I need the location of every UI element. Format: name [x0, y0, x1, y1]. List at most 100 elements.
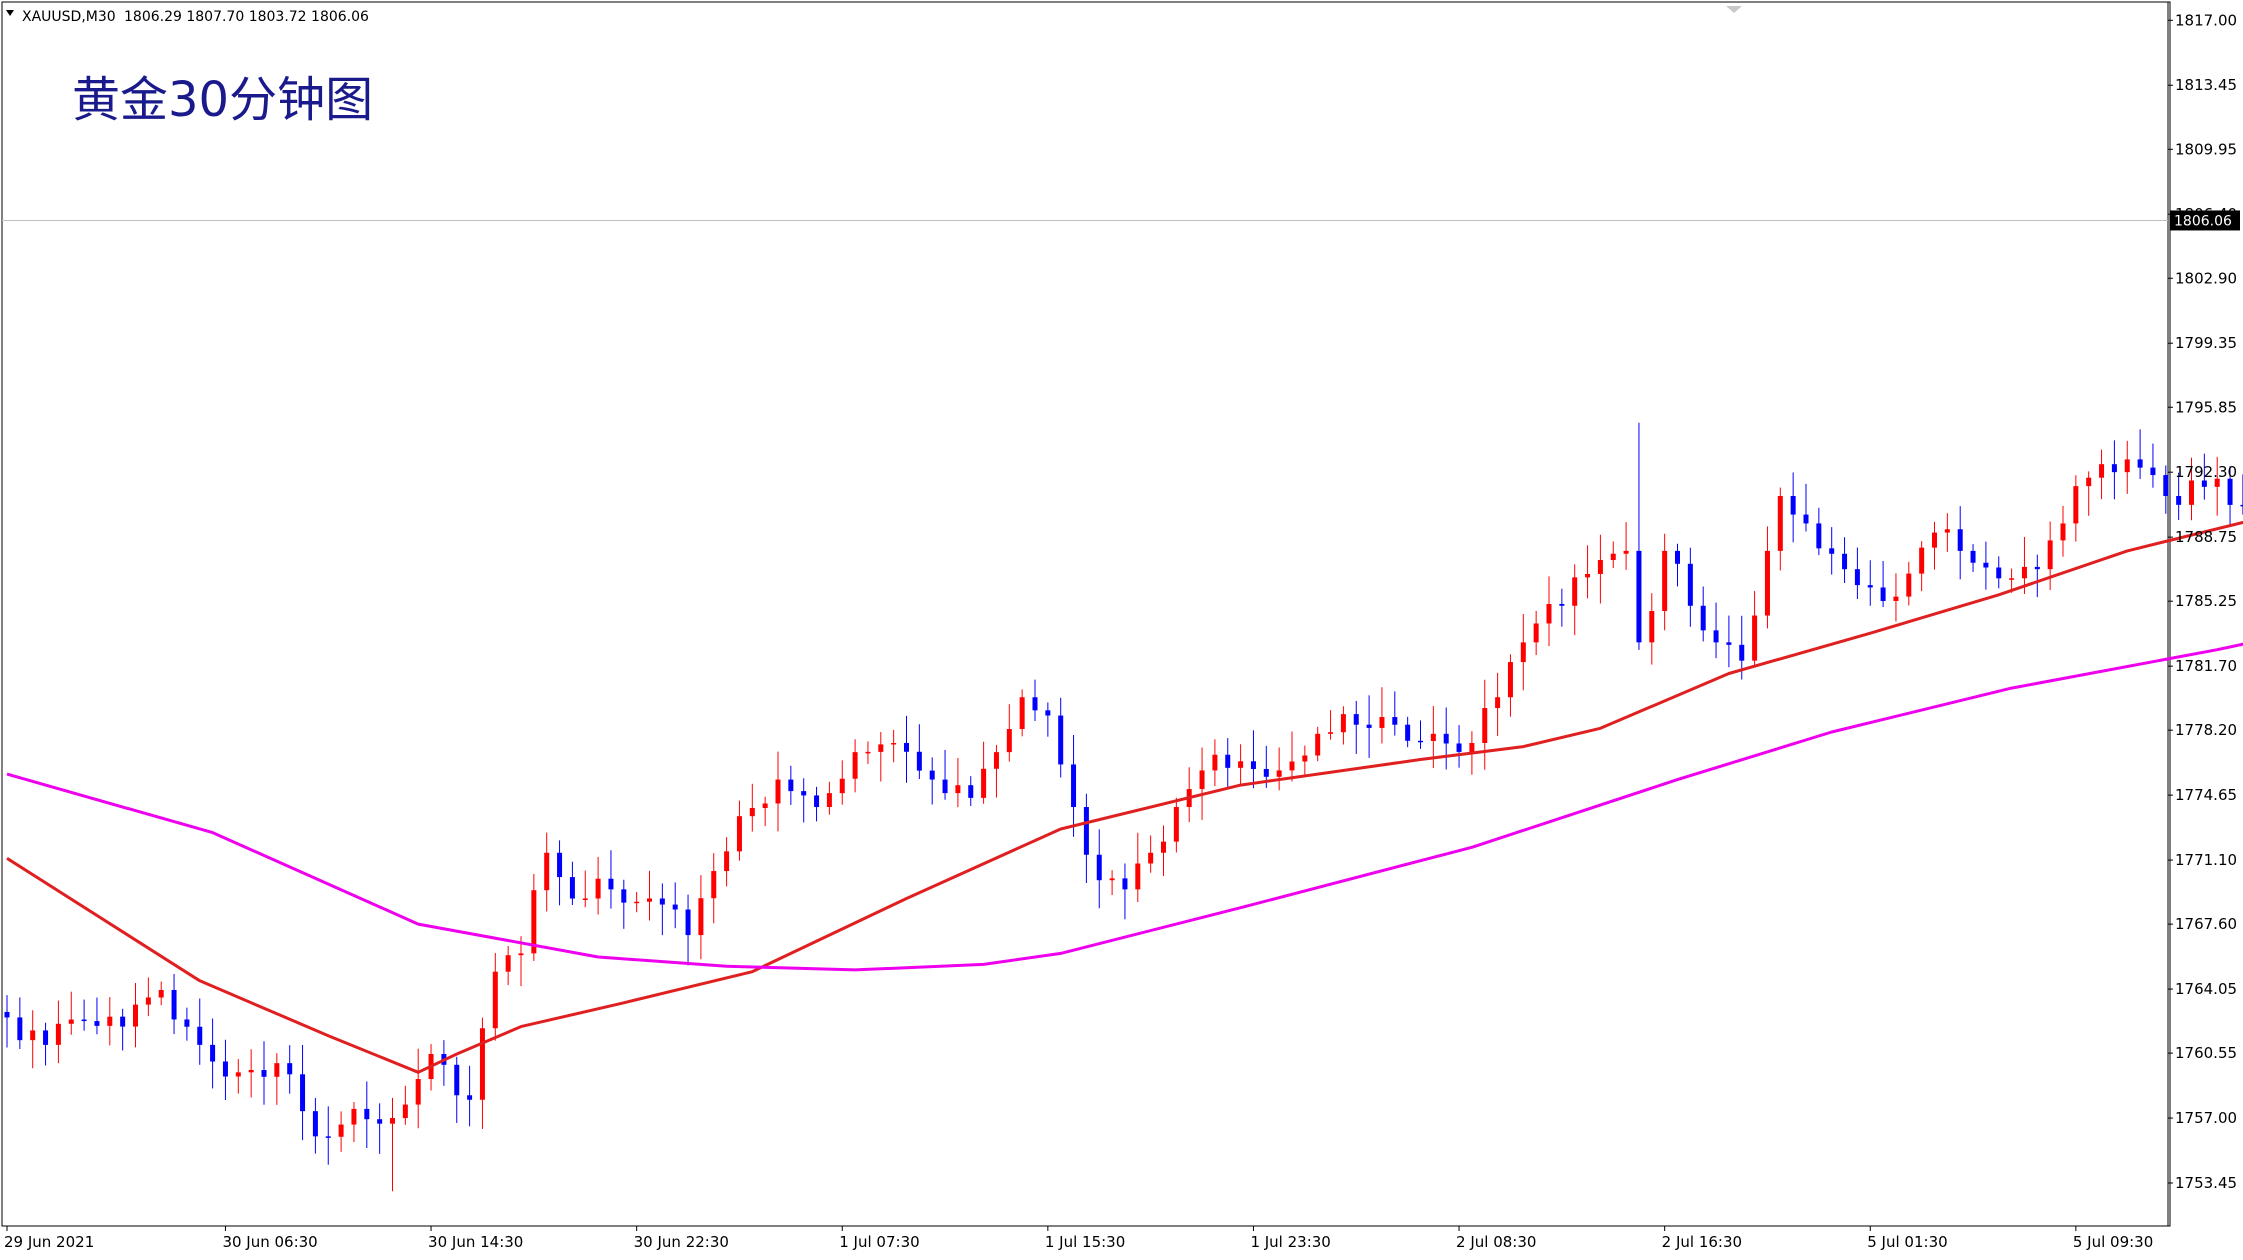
candle-body	[711, 871, 716, 898]
candle-body	[1174, 807, 1179, 842]
x-tick-label: 1 Jul 15:30	[1045, 1233, 1125, 1251]
candle-body	[1058, 716, 1063, 765]
candle-body	[1302, 755, 1307, 761]
candle-body	[865, 752, 870, 754]
candle-body	[1804, 515, 1809, 524]
symbol-header: XAUUSD,M30	[22, 9, 116, 25]
candle-body	[223, 1062, 228, 1077]
candle-body	[17, 1017, 22, 1040]
candle-body	[184, 1019, 189, 1026]
candle-body	[1945, 529, 1950, 532]
candle-body	[698, 898, 703, 935]
candle-body	[69, 1020, 74, 1024]
candle-body	[2189, 480, 2194, 504]
candle-body	[1624, 551, 1629, 554]
candle-body	[2035, 567, 2040, 569]
y-tick-label: 1795.85	[2175, 398, 2237, 416]
candle-body	[1906, 574, 1911, 597]
candle-body	[1379, 717, 1384, 728]
candle-body	[210, 1045, 215, 1062]
candle-body	[943, 780, 948, 794]
candle-body	[596, 879, 601, 899]
candle-body	[621, 889, 626, 902]
candle-body	[1341, 714, 1346, 732]
candle-body	[1033, 697, 1038, 710]
x-tick-label: 1 Jul 07:30	[839, 1233, 919, 1251]
candle-body	[467, 1095, 472, 1099]
x-tick-label: 30 Jun 22:30	[634, 1233, 729, 1251]
candle-body	[737, 816, 742, 851]
candle-body	[1135, 863, 1140, 889]
candle-body	[801, 791, 806, 795]
candle-body	[364, 1109, 369, 1119]
candle-body	[1007, 729, 1012, 752]
candle-body	[43, 1030, 48, 1044]
candle-body	[1392, 717, 1397, 725]
candle-body	[1996, 568, 2001, 579]
candle-body	[1200, 770, 1205, 789]
candle-body	[1495, 697, 1500, 708]
candle-body	[1559, 604, 1564, 606]
candle-body	[1444, 734, 1449, 744]
candle-body	[1881, 587, 1886, 601]
candle-body	[544, 853, 549, 890]
candle-body	[2009, 578, 2014, 580]
candle-body	[2048, 540, 2053, 569]
candle-body	[30, 1030, 35, 1040]
candle-body	[159, 990, 164, 997]
candle-body	[1161, 842, 1166, 853]
candle-body	[120, 1017, 125, 1027]
candle-body	[1251, 761, 1256, 769]
candle-body	[1611, 554, 1616, 560]
candle-body	[2138, 459, 2143, 467]
candle-body	[570, 877, 575, 898]
candle-body	[686, 910, 691, 936]
candle-body	[519, 953, 524, 955]
candle-body	[1122, 878, 1127, 889]
x-tick-label: 30 Jun 14:30	[428, 1233, 523, 1251]
y-tick-label: 1767.60	[2175, 915, 2237, 933]
candle-body	[981, 769, 986, 798]
y-tick-label: 1771.10	[2175, 851, 2237, 869]
candle-body	[994, 752, 999, 769]
y-tick-label: 1817.00	[2175, 11, 2237, 29]
candle-body	[840, 779, 845, 793]
candle-body	[930, 771, 935, 780]
candle-body	[1277, 770, 1282, 776]
candle-body	[403, 1105, 408, 1118]
candle-body	[326, 1136, 331, 1138]
y-tick-label: 1764.05	[2175, 980, 2237, 998]
candle-body	[1315, 734, 1320, 756]
candle-body	[1816, 523, 1821, 548]
x-tick-label: 1 Jul 23:30	[1250, 1233, 1330, 1251]
candle-body	[2073, 486, 2078, 523]
candle-body	[1662, 551, 1667, 611]
candle-body	[390, 1118, 395, 1124]
y-tick-label: 1753.45	[2175, 1174, 2237, 1192]
candle-body	[377, 1119, 382, 1123]
candle-body	[339, 1125, 344, 1137]
candle-body	[968, 785, 973, 798]
candle-body	[249, 1070, 254, 1072]
candle-body	[1572, 577, 1577, 605]
candle-body	[647, 899, 652, 902]
candle-body	[1212, 755, 1217, 771]
y-tick-label: 1781.70	[2175, 657, 2237, 675]
candle-body	[1688, 564, 1693, 606]
candle-body	[1457, 743, 1462, 751]
candle-body	[1893, 597, 1898, 601]
candle-body	[1418, 741, 1423, 743]
candle-body	[146, 997, 151, 1004]
candle-body	[955, 785, 960, 793]
candle-body	[634, 902, 639, 904]
x-tick-label: 2 Jul 16:30	[1662, 1233, 1742, 1251]
candle-body	[313, 1111, 318, 1136]
y-tick-label: 1799.35	[2175, 334, 2237, 352]
candle-body	[197, 1027, 202, 1045]
candle-body	[904, 743, 909, 752]
candle-body	[1071, 764, 1076, 807]
candle-body	[814, 795, 819, 807]
candle-body	[2228, 479, 2233, 505]
